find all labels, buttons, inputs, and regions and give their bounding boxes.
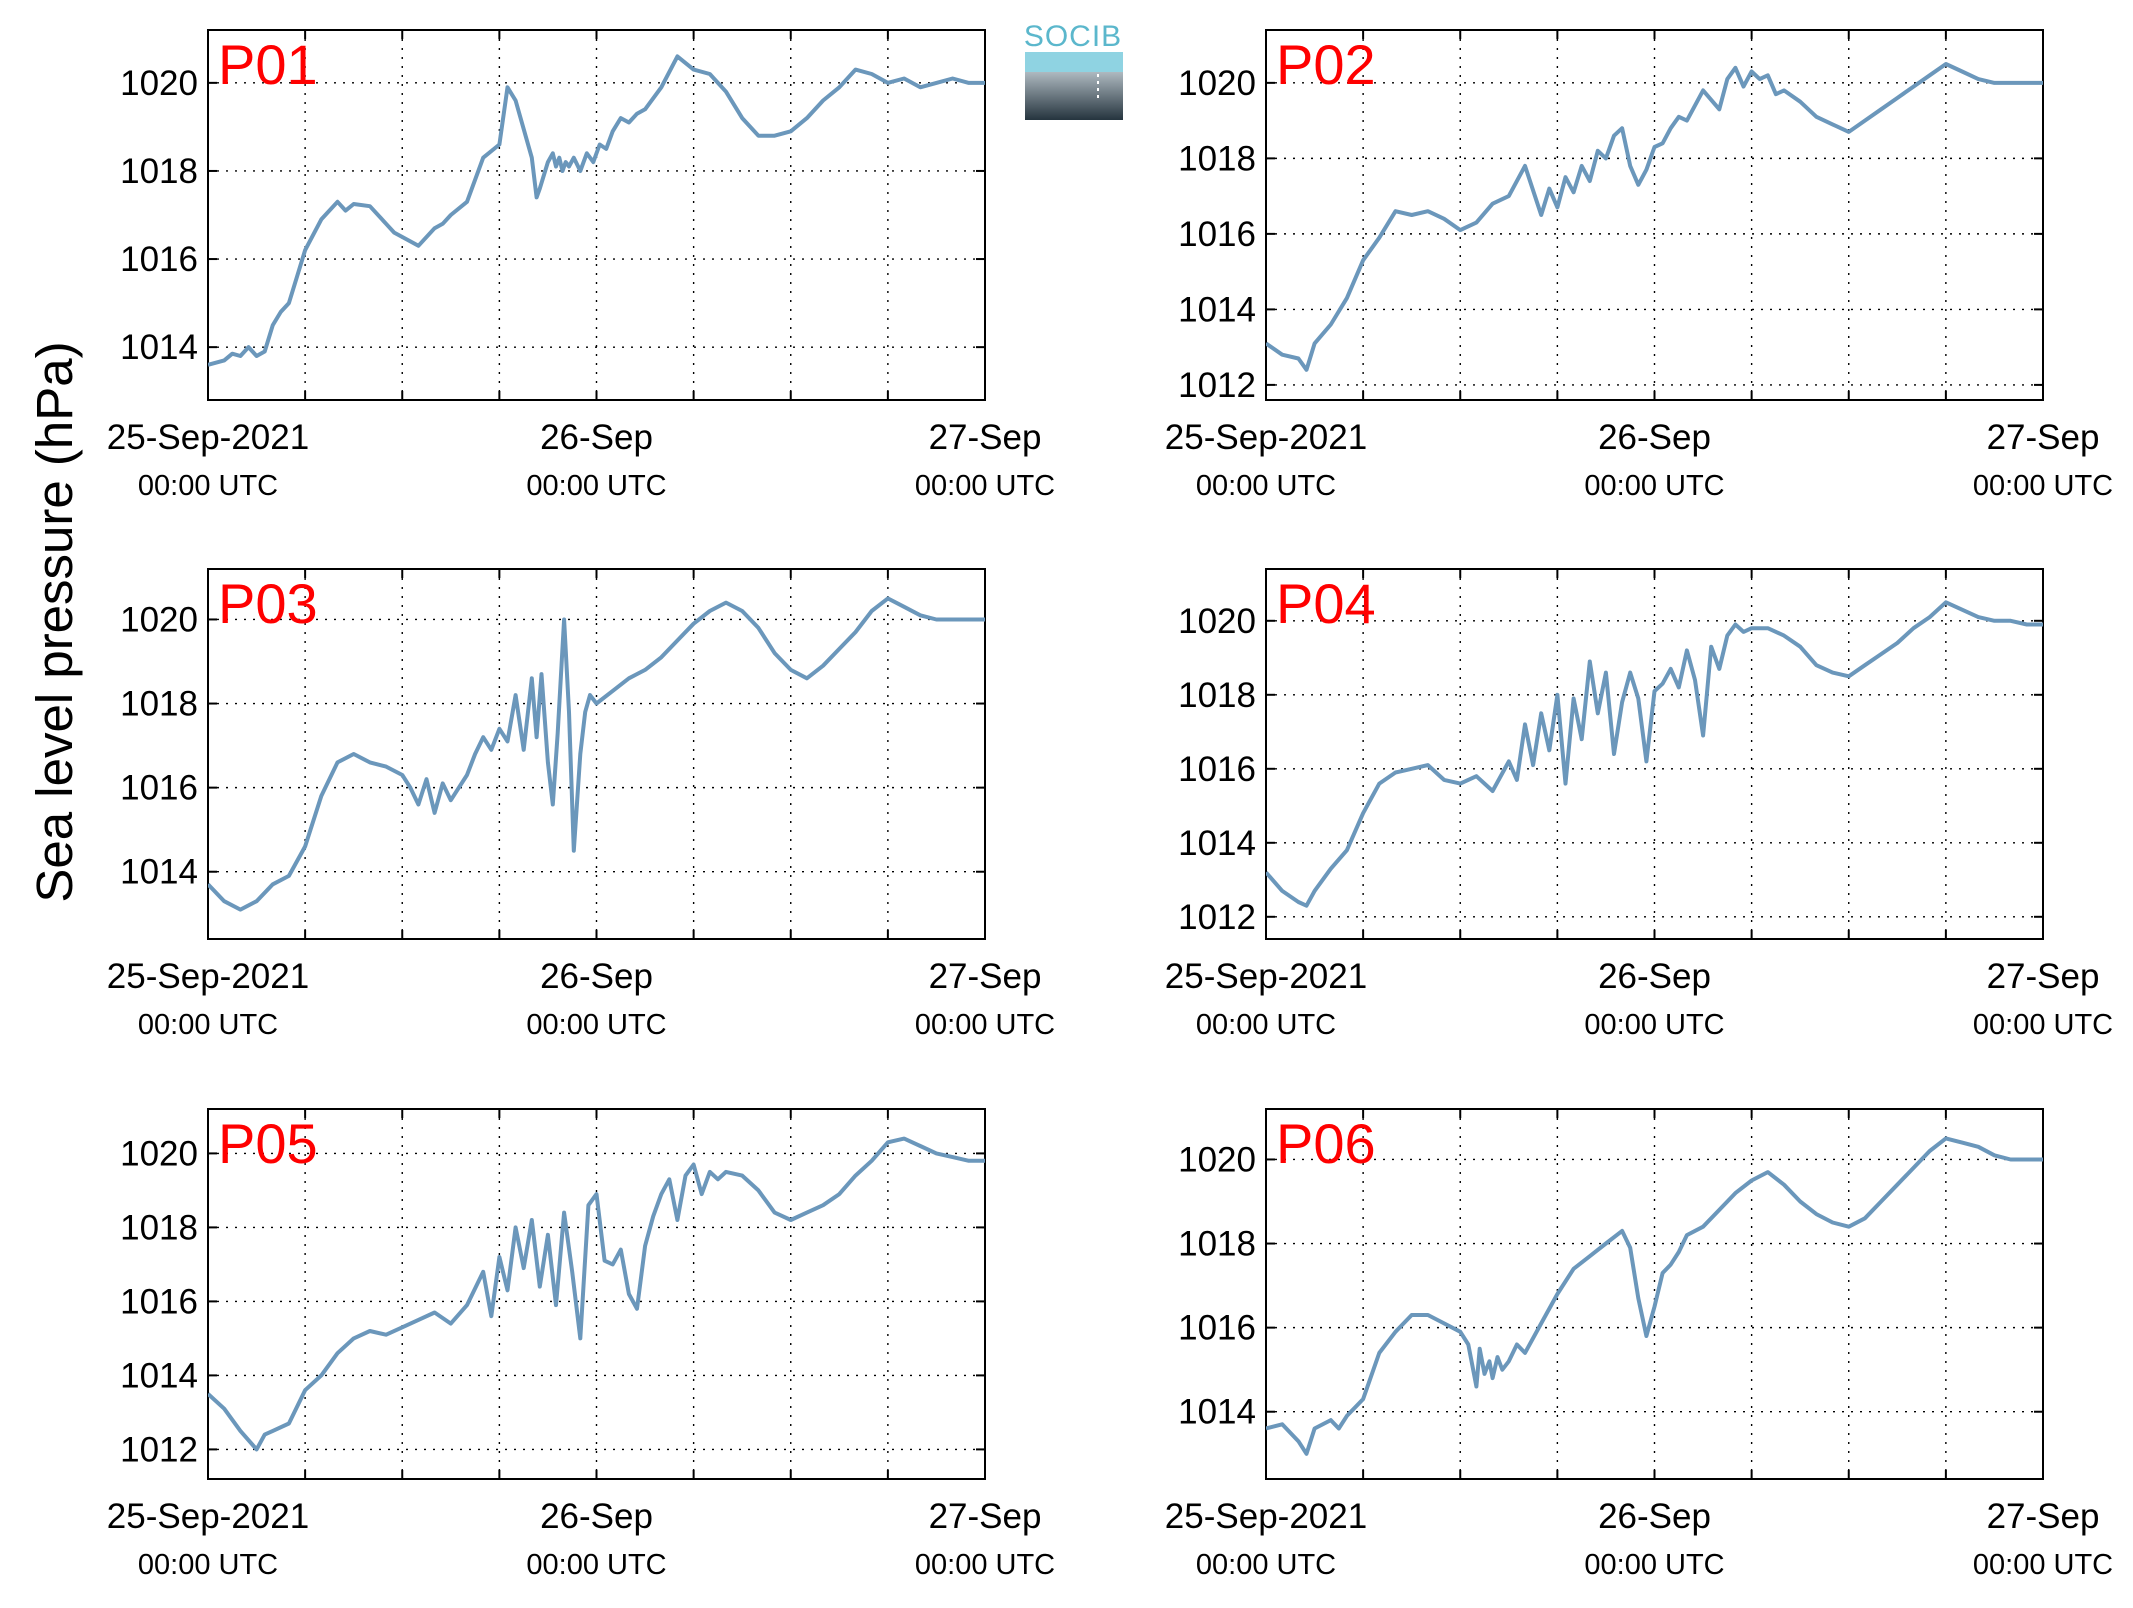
station-label: P04	[1276, 572, 1376, 635]
station-label: P05	[218, 1112, 318, 1175]
series-line-p03	[208, 596, 985, 912]
x-tick-label: 27-Sep	[1987, 1497, 2100, 1536]
y-tick-label: 1012	[120, 1430, 198, 1469]
x-tick-sublabel: 00:00 UTC	[138, 1009, 278, 1041]
x-tick-sublabel: 00:00 UTC	[1973, 1549, 2113, 1581]
x-tick-sublabel: 00:00 UTC	[1584, 1549, 1724, 1581]
y-tick-label: 1018	[120, 685, 198, 724]
y-tick-label: 1018	[120, 1208, 198, 1247]
x-tick-label: 26-Sep	[540, 418, 653, 457]
x-tick-label: 26-Sep	[1598, 957, 1711, 996]
logo-text: SOCIB	[1024, 20, 1122, 53]
series-line-p01	[208, 54, 985, 367]
y-tick-label: 1014	[1178, 824, 1256, 863]
panel-p03: 1014 1016 1018 1020 25-Sep-2021 00:00 UTC 26-S…	[107, 568, 1055, 1041]
x-tick-label: 25-Sep-2021	[1165, 418, 1367, 457]
y-tick-label: 1020	[1178, 1140, 1256, 1179]
y-tick-label: 1020	[1178, 64, 1256, 103]
y-tick-label: 1014	[120, 1356, 198, 1395]
x-tick-label: 25-Sep-2021	[107, 418, 309, 457]
y-tick-label: 1020	[1178, 602, 1256, 641]
x-tick-sublabel: 00:00 UTC	[915, 470, 1055, 502]
y-tick-label: 1020	[120, 600, 198, 639]
y-tick-label: 1020	[120, 64, 198, 103]
y-tick-label: 1018	[1178, 676, 1256, 715]
logo-bar-top	[1025, 52, 1123, 72]
y-tick-label: 1012	[1178, 898, 1256, 937]
x-tick-label: 25-Sep-2021	[107, 1497, 309, 1536]
x-tick-label: 26-Sep	[540, 1497, 653, 1536]
panels: 1014 1016 1018 1020 25-Sep-2021 00:00 UTC 26-S…	[107, 29, 2113, 1581]
y-axis-label: Sea level pressure (hPa)	[26, 341, 83, 902]
x-tick-sublabel: 00:00 UTC	[526, 1009, 666, 1041]
y-tick-label: 1014	[120, 853, 198, 892]
logo-block	[1025, 72, 1123, 120]
x-tick-sublabel: 00:00 UTC	[1584, 470, 1724, 502]
station-label: P03	[218, 572, 318, 635]
y-tick-label: 1016	[1178, 750, 1256, 789]
series-line-p05	[208, 1136, 985, 1452]
x-tick-label: 27-Sep	[929, 1497, 1042, 1536]
series-line-p04	[1266, 600, 2043, 908]
y-tick-label: 1020	[120, 1134, 198, 1173]
panel-p06: 1014 1016 1018 1020 25-Sep-2021 00:00 UTC 26-S…	[1165, 1108, 2113, 1581]
y-tick-label: 1016	[120, 769, 198, 808]
y-tick-label: 1016	[1178, 1309, 1256, 1348]
x-tick-label: 26-Sep	[1598, 1497, 1711, 1536]
series-line-p06	[1266, 1136, 2043, 1456]
y-tick-label: 1016	[120, 1282, 198, 1321]
station-label: P02	[1276, 33, 1376, 96]
x-tick-sublabel: 00:00 UTC	[915, 1549, 1055, 1581]
panel-p05: 1012 1014 1016 1018 1020 25-Sep-2021 00:00 UTC…	[107, 1108, 1055, 1581]
y-tick-label: 1018	[1178, 139, 1256, 178]
x-tick-label: 25-Sep-2021	[1165, 1497, 1367, 1536]
panel-p04: 1012 1014 1016 1018 1020 25-Sep-2021 00:00 UTC…	[1165, 568, 2113, 1041]
y-tick-label: 1018	[120, 152, 198, 191]
y-tick-label: 1014	[1178, 1393, 1256, 1432]
x-tick-sublabel: 00:00 UTC	[138, 470, 278, 502]
x-tick-sublabel: 00:00 UTC	[1196, 1009, 1336, 1041]
x-tick-sublabel: 00:00 UTC	[1196, 470, 1336, 502]
socib-logo: SOCIB	[1024, 20, 1123, 120]
y-tick-label: 1016	[120, 240, 198, 279]
y-tick-label: 1016	[1178, 215, 1256, 254]
x-tick-sublabel: 00:00 UTC	[138, 1549, 278, 1581]
x-tick-sublabel: 00:00 UTC	[1196, 1549, 1336, 1581]
x-tick-label: 26-Sep	[540, 957, 653, 996]
x-tick-label: 25-Sep-2021	[1165, 957, 1367, 996]
y-tick-label: 1014	[1178, 290, 1256, 329]
x-tick-sublabel: 00:00 UTC	[1584, 1009, 1724, 1041]
x-tick-sublabel: 00:00 UTC	[1973, 470, 2113, 502]
x-tick-label: 27-Sep	[1987, 418, 2100, 457]
series-line-p02	[1266, 62, 2043, 372]
y-tick-label: 1014	[120, 328, 198, 367]
x-tick-label: 27-Sep	[1987, 957, 2100, 996]
y-tick-label: 1012	[1178, 366, 1256, 405]
station-label: P01	[218, 33, 318, 96]
x-tick-label: 27-Sep	[929, 957, 1042, 996]
x-tick-label: 26-Sep	[1598, 418, 1711, 457]
x-tick-sublabel: 00:00 UTC	[1973, 1009, 2113, 1041]
x-tick-sublabel: 00:00 UTC	[526, 1549, 666, 1581]
y-tick-label: 1018	[1178, 1225, 1256, 1264]
x-tick-label: 27-Sep	[929, 418, 1042, 457]
x-tick-label: 25-Sep-2021	[107, 957, 309, 996]
panel-p01: 1014 1016 1018 1020 25-Sep-2021 00:00 UTC 26-S…	[107, 29, 1055, 502]
x-tick-sublabel: 00:00 UTC	[526, 470, 666, 502]
panel-p02: 1012 1014 1016 1018 1020 25-Sep-2021 00:00 UTC…	[1165, 29, 2113, 502]
station-label: P06	[1276, 1112, 1376, 1175]
x-tick-sublabel: 00:00 UTC	[915, 1009, 1055, 1041]
